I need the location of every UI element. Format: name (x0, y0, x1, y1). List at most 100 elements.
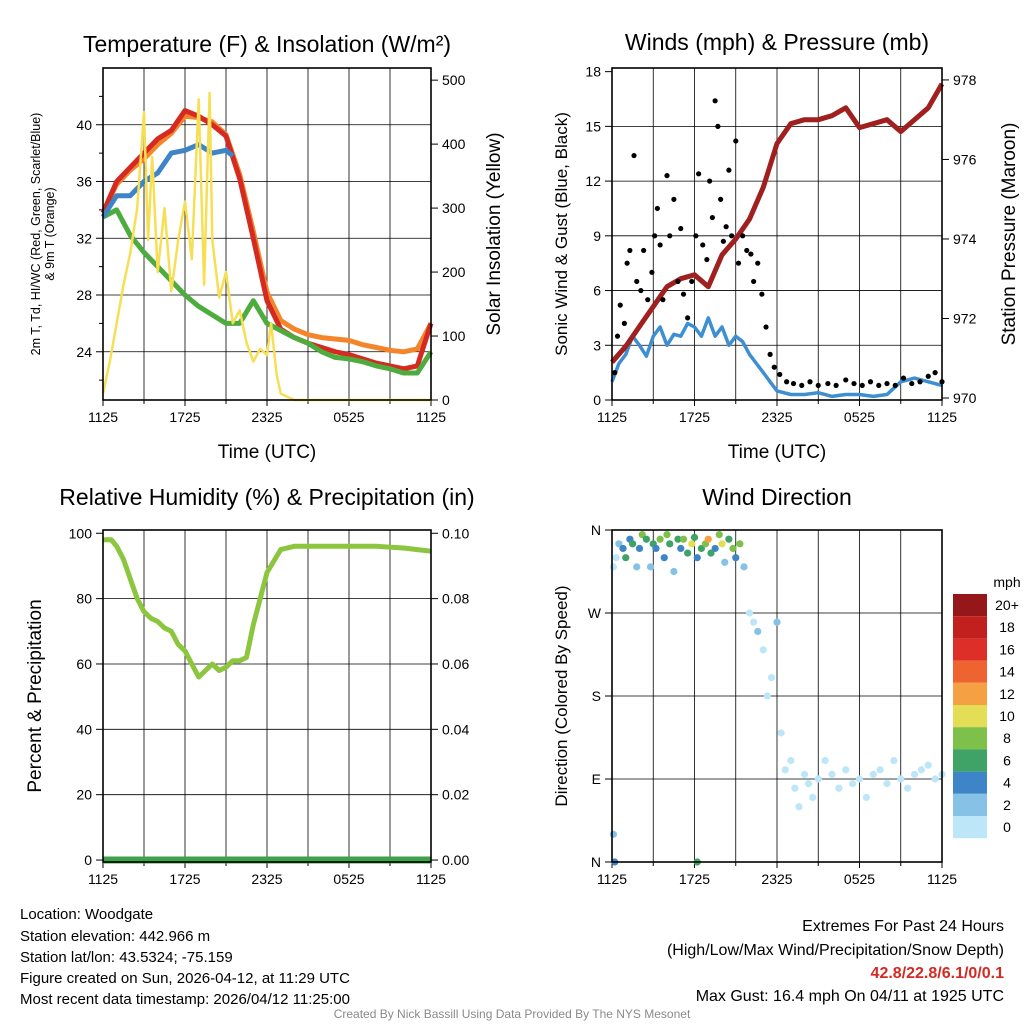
legend-label: 18 (999, 619, 1015, 635)
credit-text: Created By Nick Bassill Using Data Provi… (333, 1007, 691, 1021)
y2-tick-label: 400 (442, 136, 466, 152)
gust-point (634, 278, 640, 285)
direction-point (638, 531, 646, 539)
y2-axis-label: Station Pressure (Maroon) (999, 123, 1020, 346)
direction-point (688, 540, 696, 548)
gust-point (925, 373, 931, 379)
direction-point (763, 692, 771, 700)
direction-point (777, 729, 785, 737)
legend-swatch (953, 727, 987, 750)
direction-point (690, 533, 699, 541)
direction-point (910, 770, 919, 778)
direction-point (842, 766, 850, 774)
direction-point (883, 780, 891, 788)
legend-title: mph (993, 574, 1020, 590)
direction-point (759, 646, 767, 654)
gust-point (917, 379, 923, 385)
legend-swatch (953, 660, 987, 683)
gust-point (807, 379, 813, 385)
direction-point (787, 756, 795, 765)
x-tick-label: 1725 (169, 871, 200, 887)
gust-point (627, 247, 633, 254)
legend-swatch (953, 816, 987, 839)
legend-label: 14 (999, 664, 1015, 680)
x-tick-label: 1125 (597, 409, 627, 425)
direction-point (729, 544, 737, 553)
gust-point (645, 297, 651, 303)
y2-tick-label: 970 (953, 390, 977, 406)
legend-label: 0 (1003, 819, 1011, 835)
direction-point (609, 563, 617, 571)
gust-point (815, 382, 821, 389)
y-tick-label: 0 (593, 392, 601, 408)
direction-point (791, 784, 799, 792)
direction-point (619, 544, 627, 553)
direction-point (890, 756, 898, 765)
gust-point (667, 233, 673, 239)
gust-point (744, 247, 750, 254)
panel-rh: Relative Humidity (%) & Precipitation (i… (25, 484, 475, 887)
y-tick-label: 15 (585, 118, 601, 134)
y2-tick-label: 0 (442, 392, 450, 408)
x-tick-label: 1725 (679, 871, 710, 887)
direction-point (715, 531, 723, 539)
y-tick-label: 60 (76, 656, 92, 672)
y2-tick-label: 0.00 (442, 852, 469, 868)
x-tick-label: 2325 (251, 409, 282, 425)
gust-point (712, 98, 718, 104)
gust-point (700, 242, 706, 248)
gust-point (763, 324, 769, 330)
gust-point (621, 320, 627, 326)
x-axis-label: Time (UTC) (218, 442, 317, 463)
direction-point (721, 558, 729, 566)
y-tick-label: 18 (585, 64, 601, 80)
gust-point (729, 233, 735, 239)
gust-point (726, 167, 732, 173)
panel-wind: Winds (mph) & Pressure (mb) 1125 1725 2325 0… (552, 29, 1020, 463)
speed-legend: mph 20+ 18 16 14 12 10 8 6 4 2 0 (953, 574, 1021, 839)
gust-point (767, 351, 773, 357)
y2-tick-label: 0.08 (442, 591, 469, 607)
gust-point (689, 278, 695, 285)
x-tick-label: 2325 (761, 409, 792, 425)
direction-point (740, 563, 748, 571)
chart-title: Relative Humidity (%) & Precipitation (i… (59, 484, 474, 510)
legend-swatch (953, 705, 987, 728)
direction-point (767, 673, 776, 682)
gust-point (657, 242, 663, 248)
direction-point (642, 535, 650, 543)
x-tick-label: 0525 (844, 871, 875, 887)
direction-point (718, 540, 726, 548)
y2-tick-label: 0.02 (442, 787, 469, 803)
gust-point (755, 260, 761, 266)
gust-point (693, 233, 699, 239)
legend-label: 4 (1003, 775, 1011, 791)
y2-tick-label: 974 (953, 231, 977, 247)
direction-point (707, 549, 715, 557)
x-tick-label: 1125 (927, 409, 957, 425)
legend-swatch (953, 594, 987, 617)
y-tick-label: 28 (76, 287, 92, 303)
direction-point (931, 775, 939, 783)
direction-point (781, 766, 789, 774)
y2-tick-label: 300 (442, 200, 466, 216)
location-text: Location: Woodgate (20, 906, 154, 923)
direction-point (656, 535, 664, 543)
gust-point (799, 382, 805, 389)
y2-tick-label: 972 (953, 310, 977, 326)
gust-point (867, 379, 874, 385)
gust-point (932, 370, 938, 376)
gust-point (617, 302, 623, 308)
gust-point (751, 278, 757, 285)
gust-point (900, 375, 907, 381)
direction-point (897, 775, 905, 783)
gust-point (718, 196, 724, 202)
chart-title: Temperature (F) & Insolation (W/m²) (83, 31, 451, 57)
y-tick-label: 40 (76, 721, 92, 737)
legend-swatch (953, 682, 987, 705)
y-tick-label: S (592, 688, 601, 704)
y-tick-label: 100 (69, 525, 93, 541)
gust-point (707, 178, 713, 184)
legend-label: 8 (1003, 730, 1011, 746)
gust-point (614, 333, 621, 339)
